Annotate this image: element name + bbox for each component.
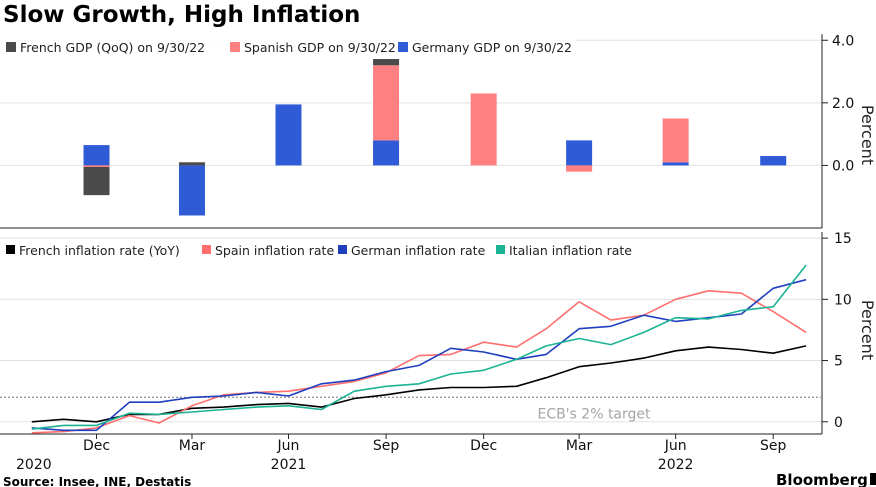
line-legend-swatch-2 xyxy=(338,245,347,254)
bar-ytick-label: 4.0 xyxy=(832,33,854,49)
bar-legend-swatch-2 xyxy=(398,42,408,52)
bar-3-1 xyxy=(373,65,400,141)
line-legend-swatch-0 xyxy=(6,245,15,254)
xtick-label: Sep xyxy=(373,438,400,454)
xtick-label: Sep xyxy=(760,438,787,454)
bar-legend-swatch-1 xyxy=(230,42,240,52)
bar-ytick-label: 0.0 xyxy=(832,158,854,174)
xyear-label: 2022 xyxy=(658,457,694,473)
xtick-label: Jun xyxy=(664,438,687,454)
xtick-label: Mar xyxy=(179,438,206,454)
line-ytick-label: 0 xyxy=(834,415,843,431)
line-ytick-label: 5 xyxy=(834,354,843,370)
line-legend-swatch-1 xyxy=(202,245,211,254)
line-legend-label-2: German inflation rate xyxy=(351,243,486,258)
bar-legend-label-1: Spanish GDP on 9/30/22 xyxy=(244,40,396,55)
bar-legend-bg xyxy=(0,38,576,58)
xyear-label: 2021 xyxy=(271,457,307,473)
bar-3-0 xyxy=(373,59,400,66)
line-ylabel: Percent xyxy=(858,300,876,360)
bar-7-2 xyxy=(760,156,787,166)
bar-ytick-label: 2.0 xyxy=(832,96,854,112)
source-note: Source: Insee, INE, Destatis xyxy=(3,475,191,487)
ecb-target-label: ECB's 2% target xyxy=(537,406,651,422)
xtick-label: Dec xyxy=(83,438,110,454)
line-series-2 xyxy=(31,278,807,432)
line-legend-label-0: French inflation rate (YoY) xyxy=(19,243,180,258)
xtick-label: Dec xyxy=(470,438,497,454)
bar-4-1 xyxy=(470,93,497,166)
bar-1-0 xyxy=(178,162,205,166)
bar-5-1 xyxy=(566,165,593,172)
line-legend-bg xyxy=(0,240,640,260)
bar-legend-label-0: French GDP (QoQ) on 9/30/22 xyxy=(20,40,205,55)
xtick-label: Jun xyxy=(277,438,300,454)
bar-3-2 xyxy=(373,140,400,166)
line-series-1 xyxy=(31,289,807,434)
bar-2-2 xyxy=(275,104,302,166)
bar-6-1 xyxy=(662,118,689,163)
bar-5-2 xyxy=(566,140,593,166)
bar-6-2 xyxy=(662,162,689,166)
bar-legend-swatch-0 xyxy=(6,42,16,52)
line-ytick-label: 10 xyxy=(834,292,852,308)
line-series-3 xyxy=(31,264,807,430)
bloomberg-logo-mark xyxy=(870,473,876,485)
line-legend-label-3: Italian inflation rate xyxy=(509,243,632,258)
xtick-label: Mar xyxy=(566,438,593,454)
bar-0-0 xyxy=(83,166,110,196)
bar-0-1 xyxy=(83,165,110,167)
line-legend-swatch-3 xyxy=(496,245,505,254)
line-ytick-label: 15 xyxy=(834,231,852,247)
bar-1-2 xyxy=(178,165,205,216)
chart-title: Slow Growth, High Inflation xyxy=(3,2,360,28)
bloomberg-logo: Bloomberg xyxy=(776,471,868,487)
line-legend-label-1: Spain inflation rate xyxy=(215,243,334,258)
xyear-label: 2020 xyxy=(16,457,52,473)
bar-ylabel: Percent xyxy=(858,105,876,165)
bar-legend-label-2: Germany GDP on 9/30/22 xyxy=(412,40,572,55)
bar-0-2 xyxy=(83,145,110,166)
